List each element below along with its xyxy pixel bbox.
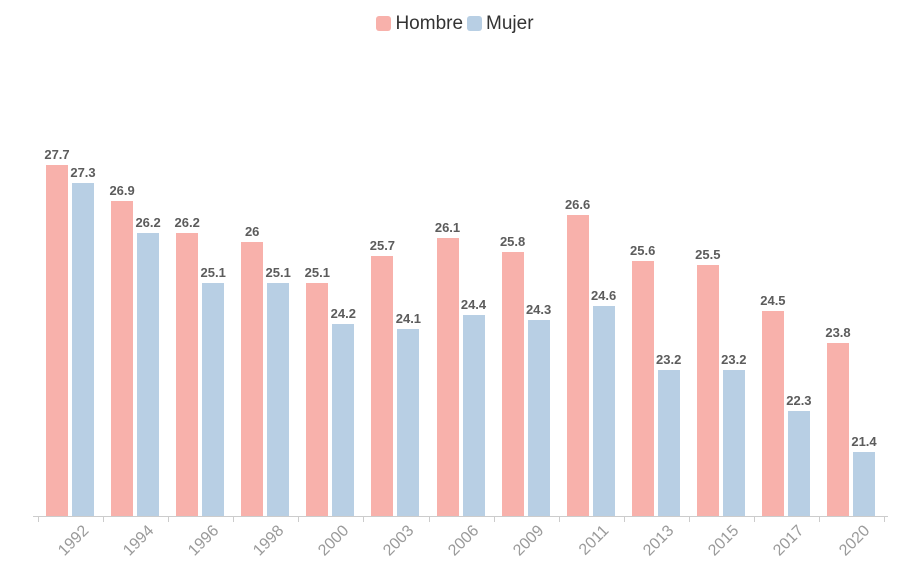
x-axis-line — [33, 516, 888, 517]
bar-mujer-2015[interactable] — [722, 370, 745, 516]
x-axis-tick — [493, 517, 495, 522]
legend: Hombre Mujer — [0, 14, 910, 33]
legend-item-hombre[interactable]: Hombre — [376, 14, 463, 33]
value-label-mujer-1998: 25.1 — [265, 265, 291, 280]
x-axis-label-2015: 2015 — [705, 522, 743, 560]
bar-mujer-2017[interactable] — [787, 411, 810, 516]
x-axis-tick — [298, 517, 300, 522]
bar-mujer-1992[interactable] — [72, 183, 94, 516]
value-label-hombre-2006: 26.1 — [434, 220, 461, 235]
x-axis-label-2000: 2000 — [315, 522, 353, 560]
value-label-hombre-2009: 25.8 — [499, 234, 526, 249]
x-axis-label-1992: 1992 — [54, 522, 92, 560]
value-label-hombre-1996: 26.2 — [174, 215, 200, 230]
value-label-hombre-1998: 26 — [244, 224, 260, 239]
legend-item-mujer[interactable]: Mujer — [467, 14, 534, 33]
bar-hombre-1996[interactable] — [176, 233, 199, 516]
x-axis-tick — [103, 517, 105, 522]
value-label-mujer-2020: 21.4 — [851, 434, 877, 449]
bar-hombre-1998[interactable] — [241, 242, 264, 516]
value-label-hombre-2003: 25.7 — [369, 238, 396, 253]
value-label-hombre-1994: 26.9 — [109, 183, 135, 198]
value-label-mujer-1994: 26.2 — [135, 215, 161, 230]
legend-swatch-hombre-icon — [376, 16, 392, 31]
x-axis-label-2006: 2006 — [445, 522, 483, 560]
bar-hombre-2003[interactable] — [371, 256, 394, 516]
value-label-hombre-2015: 25.5 — [695, 247, 721, 262]
bar-hombre-2015[interactable] — [696, 265, 719, 516]
legend-swatch-mujer-icon — [467, 16, 483, 31]
x-axis-tick — [363, 517, 365, 522]
bar-hombre-2011[interactable] — [566, 215, 589, 516]
value-label-mujer-2003: 24.1 — [395, 311, 422, 326]
x-axis-tick — [558, 517, 560, 522]
bar-mujer-2020[interactable] — [853, 452, 875, 516]
bar-mujer-1994[interactable] — [137, 233, 160, 516]
bar-mujer-2000[interactable] — [332, 324, 355, 516]
value-label-mujer-2013: 23.2 — [656, 352, 682, 367]
bar-hombre-2020[interactable] — [827, 343, 849, 516]
x-axis-label-2017: 2017 — [770, 522, 808, 560]
x-axis-tick — [819, 517, 820, 522]
x-axis-tick — [884, 517, 885, 522]
x-axis-label-2020: 2020 — [835, 522, 873, 560]
value-label-mujer-2006: 24.4 — [460, 297, 487, 312]
x-axis-tick — [753, 517, 755, 522]
value-label-hombre-2000: 25.1 — [304, 265, 330, 280]
legend-label-hombre: Hombre — [395, 13, 464, 34]
bar-hombre-2013[interactable] — [631, 261, 654, 516]
x-axis-tick — [688, 517, 690, 522]
x-axis-tick — [428, 517, 430, 522]
value-label-mujer-2011: 24.6 — [590, 288, 617, 303]
bar-mujer-1996[interactable] — [202, 283, 225, 516]
value-label-hombre-2017: 24.5 — [760, 293, 786, 308]
value-label-hombre-2011: 26.6 — [564, 197, 591, 212]
bar-mujer-2011[interactable] — [592, 306, 615, 516]
value-label-mujer-1996: 25.1 — [200, 265, 226, 280]
value-label-mujer-2000: 24.2 — [330, 306, 356, 321]
bar-mujer-2009[interactable] — [527, 320, 550, 516]
x-axis-tick — [623, 517, 625, 522]
bar-mujer-2013[interactable] — [657, 370, 680, 516]
x-axis-label-2003: 2003 — [380, 522, 418, 560]
x-axis-tick — [168, 517, 170, 522]
legend-label-mujer: Mujer — [486, 13, 534, 34]
bar-mujer-1998[interactable] — [267, 283, 290, 516]
value-label-hombre-2013: 25.6 — [630, 243, 656, 258]
bar-mujer-2006[interactable] — [462, 315, 485, 516]
value-label-mujer-1992: 27.3 — [70, 165, 96, 180]
x-axis-label-2011: 2011 — [576, 522, 613, 559]
bar-hombre-2017[interactable] — [761, 311, 784, 516]
x-axis-label-2009: 2009 — [510, 522, 548, 560]
x-axis-label-1996: 1996 — [184, 522, 223, 560]
bar-hombre-1994[interactable] — [111, 201, 134, 516]
bar-hombre-1992[interactable] — [46, 165, 68, 516]
bar-hombre-2009[interactable] — [501, 252, 524, 516]
value-label-mujer-2009: 24.3 — [525, 302, 552, 317]
value-label-hombre-2020: 23.8 — [825, 325, 851, 340]
bar-mujer-2003[interactable] — [397, 329, 420, 516]
value-label-mujer-2015: 23.2 — [721, 352, 747, 367]
value-label-mujer-2017: 22.3 — [786, 393, 812, 408]
value-label-hombre-1992: 27.7 — [44, 147, 70, 162]
bar-hombre-2000[interactable] — [306, 283, 329, 516]
x-axis-label-1998: 1998 — [249, 522, 288, 560]
x-axis-label-2013: 2013 — [640, 522, 678, 560]
x-axis-tick — [233, 517, 235, 522]
x-axis-tick — [38, 517, 39, 522]
bar-hombre-2006[interactable] — [436, 238, 459, 516]
x-axis-label-1994: 1994 — [119, 522, 157, 560]
